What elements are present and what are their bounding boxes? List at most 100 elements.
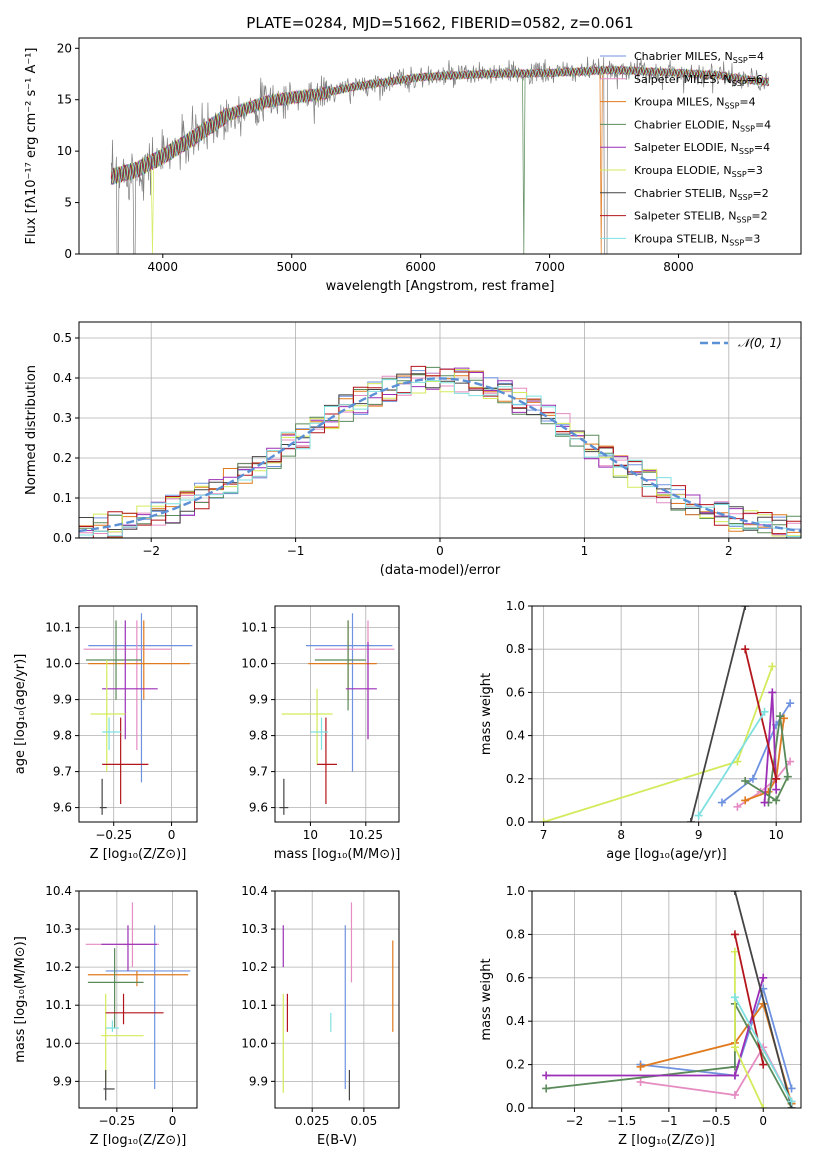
weight-line-kroupa-stelib [734,996,793,1102]
axes-frame [78,890,198,1109]
y-tick-label: 0.0 [506,1101,525,1115]
weight-marker-chabrier-stelib [741,606,750,610]
weight-marker-salpeter-miles [733,802,742,811]
x-tick-label: 0.025 [295,1114,329,1128]
panel-weight-vs-Z: −2 −1.5 −1 −0.5 0 0.0 0.2 0.4 0.6 0.8 1.0 Z [log₁₀(… [479,884,802,1148]
x-tick-label: −0.25 [95,828,132,842]
x-axis-label: (data-model)/error [380,563,501,578]
x-tick-label: 0 [759,1114,767,1128]
weight-line-salpeter-stelib [734,934,765,1065]
weight-marker-kroupa-miles [741,796,750,805]
plot-area [79,322,801,538]
x-tick-label: 9 [695,828,703,842]
y-tick-label: 0.4 [506,1014,525,1028]
panel-mass-vs-Z: −0.25 0 9.9 10.0 10.1 10.2 10.3 10.4 Z [log₁₀(Z/… [13,884,198,1148]
weight-marker-chabrier-elodie [783,772,792,781]
x-tick-label: 10.25 [349,828,383,842]
y-tick-label: 10.0 [241,1036,268,1050]
legend-label-chabrier-miles: Chabrier MILES, NSSP=4 [634,50,764,65]
y-tick-label: 10.0 [45,657,72,671]
legend-label-normal: 𝒩(0, 1) [738,336,782,350]
axes-frame [531,605,802,823]
y-tick-label: 20 [57,41,72,55]
weight-marker-kroupa-elodie [768,662,777,671]
plot-area [532,891,801,1108]
y-tick-label: 0.2 [506,1058,525,1072]
weight-line-kroupa-elodie [543,666,774,822]
x-axis-label: Z [log₁₀(Z/Z⊙)] [90,1133,187,1148]
y-tick-label: 0.2 [53,451,72,465]
y-tick-label: 10.4 [45,884,72,898]
weight-marker-salpeter-elodie [759,973,768,982]
weight-marker-kroupa-stelib [760,707,769,716]
y-axis-label: mass weight [479,958,494,1040]
x-tick-label: 10 [769,828,784,842]
weight-marker-kroupa-stelib [730,993,739,1002]
y-tick-label: 10 [57,144,72,158]
axes-frame [78,321,802,539]
x-tick-label: 1 [581,544,589,558]
weight-marker-kroupa-stelib [787,1097,796,1106]
weight-marker-chabrier-stelib [686,818,695,822]
x-tick-label: −0.5 [701,1114,730,1128]
y-tick-label: 0.6 [506,685,525,699]
x-axis-label: wavelength [Angstrom, rest frame] [326,279,555,294]
model-spectrum-kroupa-stelib [110,65,770,184]
x-tick-label: 0 [168,828,176,842]
y-tick-label: 9.9 [249,1074,268,1088]
x-tick-label: 2 [725,544,733,558]
figure-title: PLATE=0284, MJD=51662, FIBERID=0582, z=0… [246,14,633,32]
model-spectrum-salpeter-stelib [110,65,770,184]
weight-marker-salpeter-elodie [730,1071,739,1080]
weight-marker-chabrier-miles [786,699,795,708]
x-tick-label: 7000 [534,260,565,274]
y-tick-label: 10.0 [45,1036,72,1050]
weight-line-kroupa-miles [744,718,785,802]
x-tick-label: 8000 [663,260,694,274]
y-tick-label: 9.7 [53,765,72,779]
weight-line-chabrier-miles [721,702,791,804]
weight-marker-kroupa-miles [636,1062,645,1071]
weight-marker-salpeter-stelib [741,645,750,654]
model-spectrum-chabrier-elodie [110,65,770,254]
y-axis-label: Normed distribution [24,365,39,495]
y-tick-label: 0 [64,247,72,261]
x-tick-label: −2 [142,544,160,558]
x-axis-label: age [log₁₀(age/yr)] [606,847,727,862]
weight-marker-kroupa-stelib [694,811,703,820]
panel-residuals: −2 −1 0 1 2 0.0 0.1 0.2 0.3 0.4 0.5 (data-model)/er… [24,321,802,578]
y-tick-label: 0.0 [506,815,525,829]
observed-spectrum [110,56,770,254]
legend-label-salpeter-stelib: Salpeter STELIB, NSSP=2 [634,210,768,225]
x-tick-label: −0.25 [98,1114,135,1128]
weight-marker-salpeter-elodie [542,1071,551,1080]
weight-marker-salpeter-miles [636,1077,645,1086]
x-tick-label: 8 [617,828,625,842]
y-tick-label: 9.8 [53,729,72,743]
plot-area [275,606,399,822]
y-tick-label: 10.2 [241,960,268,974]
x-tick-label: 6000 [405,260,436,274]
weight-line-salpeter-stelib [744,648,778,780]
weight-line-kroupa-stelib [697,711,766,816]
y-tick-label: 10.1 [241,621,268,635]
panel-mass-vs-EBV: 0.025 0.05 9.9 10.0 10.1 10.2 10.3 10.4 E(B-V) [241,884,400,1148]
y-axis-label: mass weight [479,673,494,755]
plot-area [79,606,197,822]
weight-marker-kroupa-elodie [730,947,739,956]
y-tick-label: 0.1 [53,491,72,505]
weight-marker-chabrier-stelib [730,891,739,895]
weight-marker-chabrier-miles [748,774,757,783]
panel-age-vs-Z: −0.25 0 9.6 9.7 9.8 9.9 10.0 10.1 Z [log₁₀(Z/Z⊙)… [13,605,198,862]
y-axis-label: age [log₁₀(age/yr)] [13,654,28,775]
y-tick-label: 0.2 [506,772,525,786]
weight-line-chabrier-stelib [734,891,793,1108]
y-tick-label: 0.8 [506,642,525,656]
y-tick-label: 9.9 [53,1074,72,1088]
plot-area [110,56,770,254]
legend-label-salpeter-miles: Salpeter MILES, NSSP=6 [634,73,763,88]
y-tick-label: 10.1 [241,998,268,1012]
y-tick-label: 10.1 [45,998,72,1012]
y-tick-label: 0.3 [53,411,72,425]
